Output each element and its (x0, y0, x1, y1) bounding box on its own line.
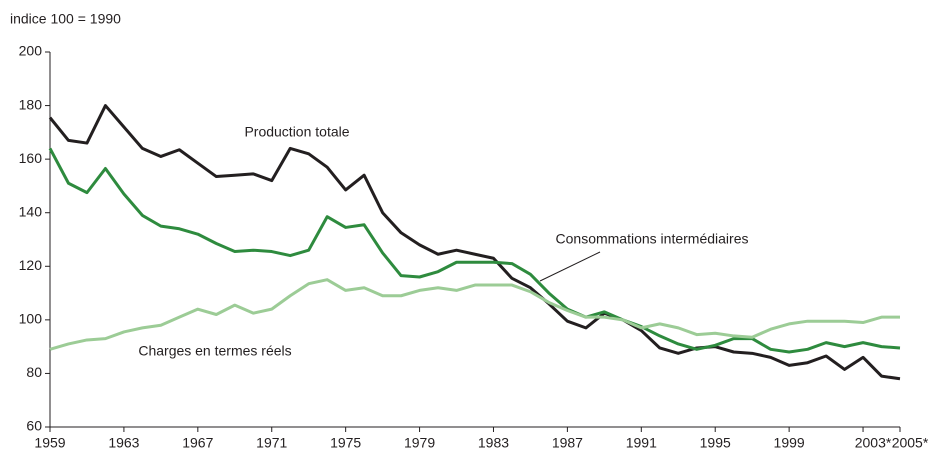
x-tick-label: 1975 (330, 435, 361, 451)
series-line (48, 147, 901, 354)
y-tick-label: 160 (19, 150, 43, 166)
series-line (48, 104, 901, 381)
series-label: Charges en termes réels (138, 343, 291, 359)
series-line (49, 278, 900, 351)
series-label: Consommations intermédiaires (556, 231, 749, 247)
x-tick-label: 1979 (404, 435, 435, 451)
x-tick-label: 1999 (774, 435, 805, 451)
x-tick-label: 1983 (478, 435, 509, 451)
x-tick-label: 1991 (626, 435, 657, 451)
series-label: Production totale (244, 124, 349, 140)
x-tick-label: 2003* (855, 435, 892, 451)
x-tick-label: 1995 (700, 435, 731, 451)
leader-line (539, 251, 601, 282)
y-tick-label: 140 (19, 203, 43, 219)
y-tick-label: 60 (26, 418, 42, 434)
y-axis-label: indice 100 = 1990 (10, 11, 121, 27)
x-tick-label: 2005* (892, 435, 929, 451)
x-tick-label: 1967 (182, 435, 213, 451)
y-tick-label: 120 (19, 257, 43, 273)
x-tick-label: 1959 (34, 435, 65, 451)
y-tick-label: 180 (19, 96, 43, 112)
x-tick-label: 1963 (108, 435, 139, 451)
y-tick-label: 100 (19, 311, 43, 327)
x-tick-label: 1971 (256, 435, 287, 451)
y-tick-label: 200 (19, 43, 43, 59)
x-tick-label: 1987 (552, 435, 583, 451)
y-tick-label: 80 (26, 364, 42, 380)
